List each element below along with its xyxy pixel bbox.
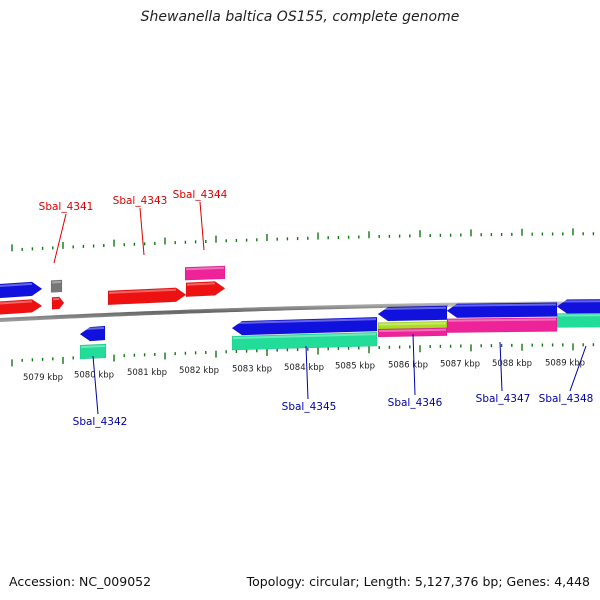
gene-box-highlight	[378, 322, 447, 326]
gene-box-highlight	[80, 344, 106, 349]
gene-box-highlight	[232, 333, 377, 340]
gene-arrow	[51, 296, 65, 310]
gene-label: Sbal_4344	[173, 189, 228, 201]
gene-box	[50, 279, 63, 293]
gene-label: Sbal_4341	[39, 201, 94, 213]
gene-box-highlight	[51, 280, 62, 284]
gene-box-highlight	[185, 266, 225, 271]
gene-arrow-highlight	[52, 297, 60, 301]
gene-arrow	[0, 281, 43, 299]
gene-box-highlight	[378, 328, 447, 333]
kbp-label: 5082 kbp	[179, 366, 219, 376]
gene-arrow	[107, 287, 187, 306]
kbp-label: 5085 kbp	[335, 362, 375, 372]
kbp-label: 5087 kbp	[440, 360, 480, 370]
callout-line	[499, 341, 503, 392]
callout-line	[139, 207, 145, 256]
kbp-label: 5081 kbp	[127, 368, 167, 378]
gene-box	[556, 312, 600, 328]
gene-arrow-highlight	[378, 306, 447, 311]
gene-box	[446, 317, 558, 334]
kbp-label: 5088 kbp	[492, 359, 532, 369]
gene-box	[231, 331, 378, 351]
kbp-label: 5086 kbp	[388, 360, 428, 370]
gene-arrow	[377, 305, 448, 322]
gene-arrow	[185, 281, 226, 297]
kbp-label: 5083 kbp	[232, 364, 272, 374]
kbp-label: 5089 kbp	[545, 358, 585, 368]
gene-callouts: Sbal_4341 Sbal_4343 Sbal_4344 Sbal_4342 Sbal…	[39, 189, 594, 428]
accession-label: Accession: NC_009052	[9, 574, 152, 589]
callout-line	[53, 213, 67, 264]
gene-arrow	[556, 298, 600, 314]
gene-arrow-highlight	[0, 300, 33, 305]
topology-label: Topology: circular; Length: 5,127,376 bp…	[246, 574, 590, 589]
gene-label: Sbal_4346	[388, 397, 443, 409]
gene-label: Sbal_4347	[476, 393, 531, 405]
kbp-label: 5080 kbp	[74, 370, 114, 380]
gene-arrow	[231, 316, 378, 336]
outer-tick-ring	[11, 228, 595, 252]
gene-box	[377, 327, 448, 338]
gene-features	[0, 265, 600, 360]
callout-line	[199, 201, 205, 251]
gene-arrow	[79, 325, 106, 342]
gene-box-highlight	[447, 318, 557, 322]
gene-label: Sbal_4348	[539, 393, 594, 405]
gene-arrow-highlight	[447, 303, 557, 307]
gene-label: Sbal_4345	[282, 401, 337, 413]
gene-arrow-highlight	[0, 282, 33, 288]
inner-tick-ring	[11, 343, 595, 367]
kbp-scale-labels: 5079 kbp 5080 kbp 5081 kbp 5082 kbp 5083 kbp…	[23, 358, 585, 382]
callout-line	[569, 345, 587, 392]
gene-arrow-highlight	[232, 318, 377, 325]
kbp-label: 5079 kbp	[23, 373, 63, 383]
gene-arrow	[446, 302, 558, 318]
gene-box	[184, 265, 226, 281]
gene-arrow-highlight	[186, 282, 216, 286]
gene-box	[79, 343, 107, 360]
gene-arrow-highlight	[108, 288, 177, 294]
callout-line	[305, 345, 309, 400]
gene-arrow-highlight	[80, 326, 105, 331]
gene-arrow	[0, 299, 43, 315]
kbp-label: 5084 kbp	[284, 363, 324, 373]
gene-label: Sbal_4342	[73, 416, 128, 428]
callout-line	[412, 333, 416, 396]
callout-line	[92, 355, 99, 415]
genome-title: Shewanella baltica OS155, complete genom…	[140, 9, 460, 25]
gene-label: Sbal_4343	[113, 195, 168, 207]
